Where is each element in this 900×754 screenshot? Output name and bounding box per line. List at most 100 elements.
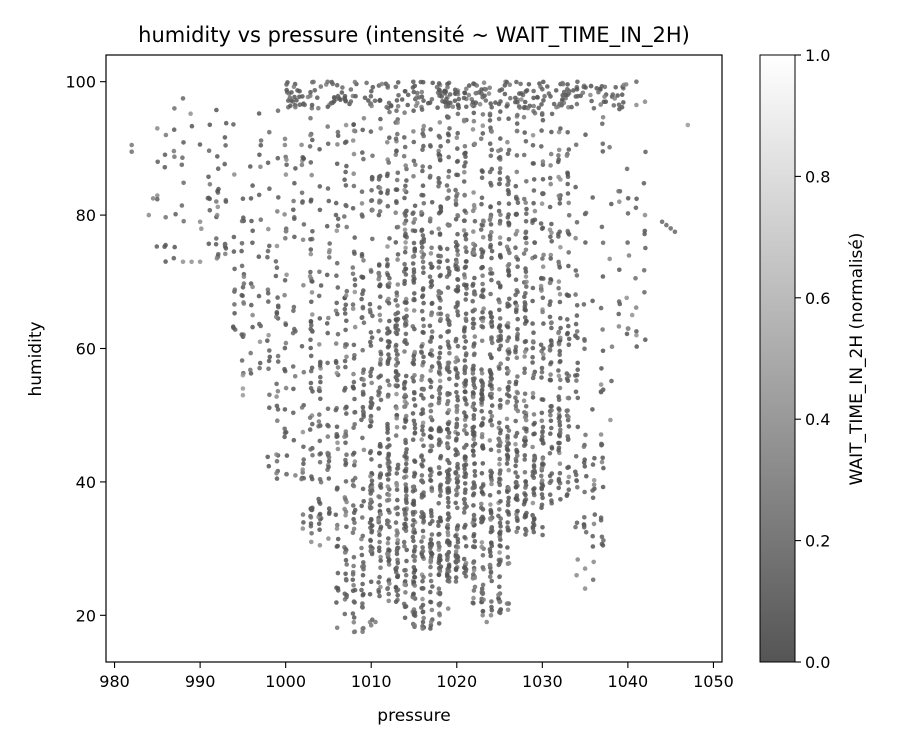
data-point (368, 474, 373, 479)
data-point (545, 84, 550, 89)
colorbar-axis: 0.00.20.40.60.81.0 (795, 46, 830, 672)
data-point (352, 459, 358, 464)
y-tick-label: 60 (76, 339, 96, 358)
data-point (360, 572, 366, 578)
data-point (488, 291, 493, 297)
data-point (206, 195, 211, 201)
data-point (310, 137, 315, 143)
data-point (335, 216, 341, 222)
data-point (335, 522, 340, 528)
data-point (487, 85, 493, 91)
data-point (488, 244, 493, 250)
data-point (573, 321, 579, 327)
data-point (330, 81, 336, 87)
data-point (513, 403, 519, 409)
data-point (385, 444, 390, 450)
data-point (547, 302, 552, 308)
data-point (436, 395, 442, 401)
data-point (641, 268, 647, 273)
data-point (487, 169, 493, 175)
data-point (557, 419, 562, 425)
data-point (480, 608, 486, 614)
data-point (461, 463, 467, 468)
data-point (300, 512, 306, 517)
data-point (295, 88, 300, 93)
data-point (454, 135, 460, 140)
data-point (566, 414, 571, 420)
data-point (531, 464, 537, 470)
data-point (522, 514, 528, 520)
data-point (463, 569, 469, 574)
data-point (518, 81, 523, 87)
data-point (446, 568, 452, 574)
data-point (308, 380, 314, 386)
data-point (420, 548, 426, 554)
data-point (368, 417, 373, 422)
data-point (232, 287, 238, 293)
data-point (282, 407, 288, 412)
data-point (436, 81, 442, 86)
data-point (317, 527, 322, 532)
data-point (513, 309, 519, 315)
data-point (350, 384, 356, 390)
data-point (575, 557, 580, 562)
data-point (478, 136, 484, 142)
data-point (446, 408, 452, 413)
data-point (307, 273, 313, 279)
data-point (155, 159, 160, 165)
data-point (463, 339, 469, 344)
data-point (506, 560, 512, 566)
data-point (479, 254, 485, 260)
data-point (412, 217, 418, 222)
data-point (377, 494, 383, 500)
data-point (180, 155, 185, 160)
x-axis-label: pressure (377, 706, 450, 726)
data-point (289, 90, 294, 95)
data-point (504, 601, 510, 606)
data-point (308, 337, 313, 343)
data-point (497, 438, 502, 444)
data-point (429, 532, 435, 537)
data-point (438, 334, 444, 339)
data-point (462, 490, 468, 496)
data-point (250, 183, 255, 188)
data-point (369, 457, 374, 462)
data-point (316, 105, 321, 111)
data-point (455, 540, 461, 545)
data-point (489, 422, 495, 428)
data-point (394, 565, 400, 570)
data-point (421, 396, 426, 401)
data-point (370, 617, 375, 622)
data-point (378, 337, 384, 342)
data-point (664, 222, 669, 228)
data-point (291, 198, 296, 204)
data-point (557, 385, 563, 391)
data-point (497, 584, 502, 590)
data-point (566, 474, 572, 480)
data-point (624, 295, 629, 301)
data-point (519, 97, 524, 102)
data-point (351, 615, 357, 620)
data-point (250, 324, 255, 330)
data-point (497, 461, 502, 467)
data-point (428, 473, 433, 478)
data-point (394, 471, 400, 476)
data-point (558, 315, 563, 321)
data-point (291, 304, 297, 310)
data-point (428, 589, 433, 595)
data-point (308, 115, 313, 121)
data-point (507, 393, 512, 399)
data-point (436, 465, 442, 471)
data-point (154, 244, 160, 249)
data-point (436, 289, 442, 295)
data-point (583, 132, 588, 137)
data-point (377, 312, 383, 318)
data-point (600, 141, 606, 147)
data-point (350, 530, 356, 535)
data-point (377, 502, 383, 508)
data-point (547, 348, 553, 353)
data-point (445, 258, 450, 264)
data-point (583, 85, 588, 90)
data-point (223, 143, 228, 148)
data-point (558, 126, 563, 131)
